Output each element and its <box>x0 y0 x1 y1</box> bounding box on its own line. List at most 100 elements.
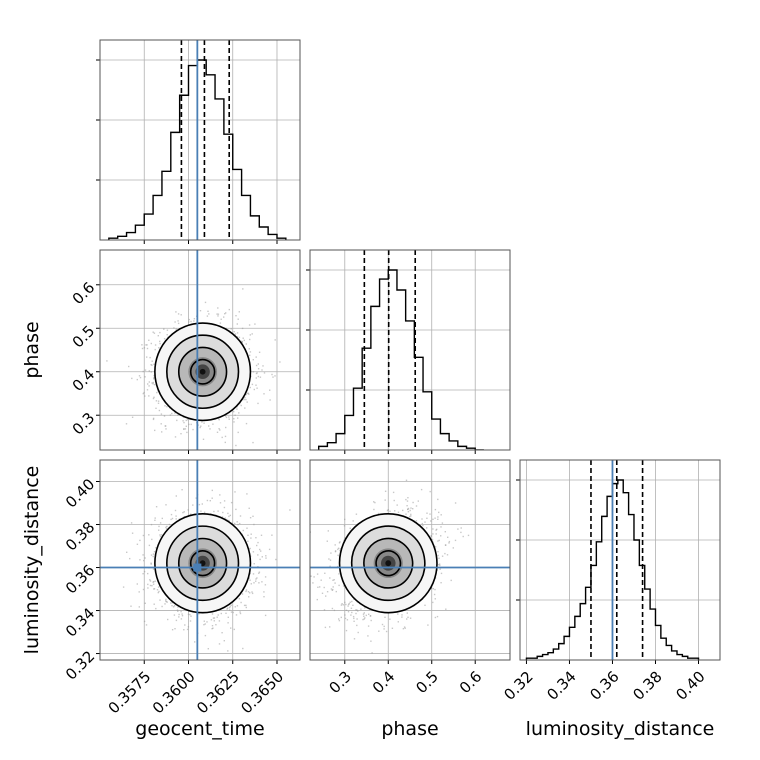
sample-point <box>252 359 254 361</box>
sample-point <box>326 540 328 542</box>
sample-point <box>234 606 236 608</box>
sample-point <box>204 623 206 625</box>
sample-point <box>147 587 149 589</box>
sample-point <box>235 315 237 317</box>
sample-point <box>363 615 365 617</box>
sample-point <box>430 535 432 537</box>
sample-point <box>143 347 146 349</box>
sample-point <box>242 529 244 532</box>
sample-point <box>160 423 162 425</box>
contour-line <box>166 334 240 410</box>
sample-point <box>263 393 265 395</box>
sample-point <box>252 441 254 444</box>
sample-point <box>338 542 341 544</box>
sample-point <box>150 554 153 556</box>
sample-point <box>385 630 388 633</box>
sample-point <box>122 586 125 588</box>
sample-point <box>257 368 260 370</box>
sample-point <box>345 629 348 632</box>
sample-point <box>437 564 440 566</box>
sample-point <box>378 630 380 632</box>
sample-point <box>204 301 207 304</box>
sample-point <box>437 518 439 520</box>
sample-point <box>180 314 182 316</box>
sample-point <box>224 441 226 444</box>
sample-point <box>427 624 429 626</box>
sample-point <box>152 418 155 421</box>
sample-point <box>228 515 230 518</box>
sample-point <box>206 315 209 317</box>
sample-point <box>230 328 232 330</box>
sample-point <box>203 620 205 622</box>
sample-point <box>152 331 154 333</box>
sample-point <box>217 510 219 512</box>
sample-point <box>258 571 261 573</box>
sample-point <box>160 413 163 415</box>
sample-point <box>157 402 160 404</box>
sample-point <box>233 331 235 333</box>
sample-point <box>142 588 145 591</box>
sample-point <box>227 650 229 652</box>
sample-point <box>300 621 301 622</box>
sample-point <box>255 578 257 580</box>
sample-point <box>148 395 150 397</box>
sample-point <box>206 499 209 502</box>
panels: 0.30.40.50.60.320.340.360.380.400.35750.… <box>62 39 721 718</box>
sample-point <box>211 613 214 615</box>
sample-point <box>369 615 372 617</box>
sample-point <box>190 423 192 426</box>
sample-point <box>201 503 203 505</box>
panel-luminosity_distance-phase: 0.3 0.4 0.5 0.6 <box>300 459 511 697</box>
sample-point <box>200 510 202 512</box>
sample-point <box>261 369 263 371</box>
sample-point <box>438 557 440 559</box>
sample-point <box>155 506 158 508</box>
sample-point <box>145 344 147 346</box>
sample-point <box>130 605 132 607</box>
sample-point <box>131 532 134 534</box>
sample-point <box>223 500 226 502</box>
sample-point <box>364 607 366 609</box>
sample-point <box>353 638 356 640</box>
sample-point <box>233 628 235 631</box>
y-tick-label: 0.34 <box>62 604 98 640</box>
sample-point <box>389 618 391 620</box>
y-tick-label: 0.38 <box>62 518 98 554</box>
panel-frame <box>99 459 301 661</box>
sample-point <box>221 436 223 439</box>
sample-point <box>434 508 437 511</box>
sample-point <box>260 550 262 552</box>
sample-point <box>143 391 145 394</box>
x-tick-label: 0.3625 <box>193 668 243 718</box>
sample-point <box>396 504 398 506</box>
sample-point <box>353 620 355 622</box>
sample-point <box>213 620 215 622</box>
sample-point <box>405 479 408 481</box>
sample-point <box>260 534 263 536</box>
sample-point <box>257 541 259 544</box>
x-tick-label: 0.3600 <box>149 668 199 718</box>
sample-point <box>228 607 231 609</box>
sample-point <box>190 615 192 617</box>
sample-point <box>249 386 251 389</box>
sample-point <box>249 334 251 336</box>
sample-point <box>173 605 176 607</box>
sample-point <box>169 414 172 416</box>
sample-point <box>152 555 154 558</box>
sample-point <box>221 516 224 518</box>
sample-point <box>188 423 190 426</box>
sample-point <box>253 388 255 391</box>
sample-point <box>207 648 209 650</box>
sample-point <box>164 425 166 427</box>
sample-point <box>180 618 183 620</box>
sample-point <box>362 618 364 621</box>
sample-point <box>188 318 190 321</box>
sample-point <box>180 610 182 613</box>
sample-point <box>151 538 153 541</box>
sample-point <box>351 611 353 614</box>
sample-point <box>238 598 241 600</box>
sample-point <box>265 557 267 559</box>
sample-point <box>163 328 165 330</box>
sample-point <box>263 591 265 593</box>
sample-point <box>228 308 230 311</box>
